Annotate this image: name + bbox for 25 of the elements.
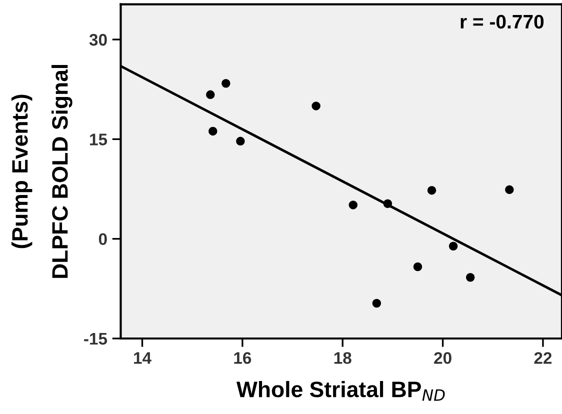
point (448, 242, 458, 251)
x-tick-label: 20 (434, 352, 452, 364)
point (372, 298, 382, 308)
point (222, 78, 230, 88)
x-tick-label: 16 (234, 352, 252, 364)
point (427, 186, 436, 195)
point (236, 136, 245, 146)
y-tick-label: 15 (90, 134, 108, 146)
point (206, 90, 215, 100)
x-tick-label: 14 (134, 352, 152, 364)
point (383, 199, 392, 208)
y-tick-label: -15 (84, 333, 108, 345)
point (413, 262, 422, 272)
point (348, 200, 358, 210)
point (208, 126, 218, 136)
x-tick-label: 18 (334, 352, 352, 364)
y-axis-title: (Pump Events) DLPFC BOLD Signal (11, 64, 72, 278)
x-axis-title: Whole Striatal BP$_{ND}$ (236, 380, 445, 401)
point (505, 185, 514, 194)
point (466, 272, 475, 282)
point (312, 102, 320, 110)
y-tick-label: 0 (98, 233, 107, 246)
x-tick-label: 22 (534, 352, 552, 364)
annotation: r = -0.770 (460, 14, 544, 29)
y-tick-label: 30 (89, 34, 107, 46)
